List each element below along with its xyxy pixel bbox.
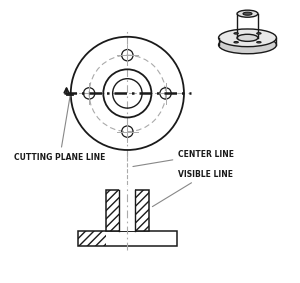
- Bar: [106, 190, 119, 231]
- Bar: [78, 231, 177, 246]
- Text: CENTER LINE: CENTER LINE: [133, 150, 234, 166]
- Bar: [119, 187, 135, 231]
- Ellipse shape: [234, 33, 238, 34]
- Ellipse shape: [219, 29, 276, 47]
- Bar: [135, 190, 148, 231]
- Ellipse shape: [237, 10, 258, 17]
- Ellipse shape: [237, 34, 258, 41]
- Ellipse shape: [256, 42, 261, 43]
- Ellipse shape: [234, 42, 238, 43]
- Text: VISIBLE LINE: VISIBLE LINE: [152, 170, 233, 207]
- Ellipse shape: [219, 36, 276, 54]
- Text: CUTTING PLANE LINE: CUTTING PLANE LINE: [14, 95, 106, 162]
- Ellipse shape: [256, 33, 261, 34]
- Bar: [106, 190, 148, 231]
- Ellipse shape: [243, 12, 252, 15]
- Bar: [78, 231, 106, 246]
